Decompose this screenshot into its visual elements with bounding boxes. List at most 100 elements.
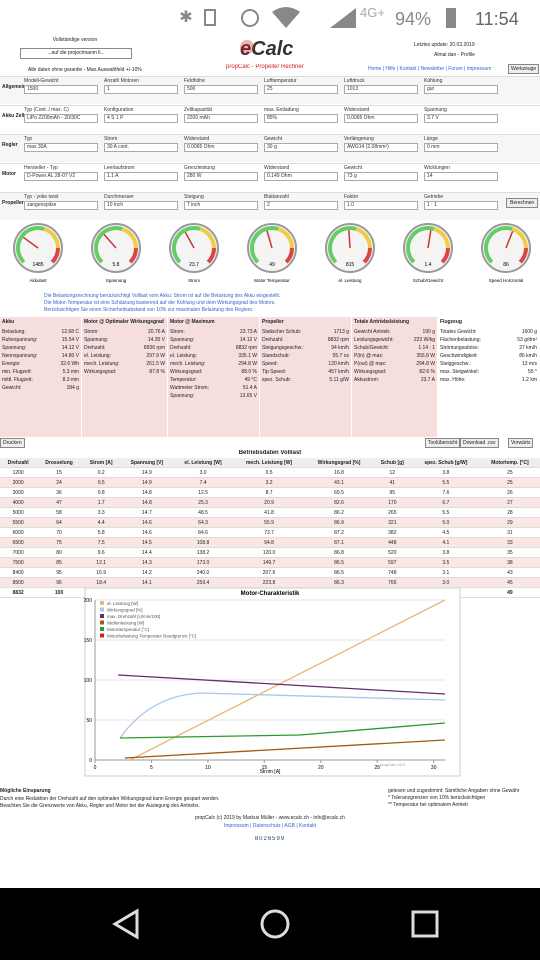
- field-input[interactable]: 2: [264, 201, 338, 210]
- field-input[interactable]: 0.0065 Ohm: [344, 114, 418, 123]
- table-cell: 8500: [0, 577, 37, 588]
- row-label: Drehzahl:: [84, 345, 106, 351]
- row-label: Statischer Schub:: [262, 329, 302, 335]
- header-cell: Strom [A]: [81, 458, 121, 468]
- field: Länge 0 mm: [424, 136, 498, 152]
- field-input[interactable]: 0 mm: [424, 143, 498, 152]
- gauge-needle: [266, 230, 273, 249]
- field-input[interactable]: 2200 mAh: [184, 114, 258, 123]
- back-button[interactable]: [112, 908, 139, 940]
- field-input[interactable]: 1: [104, 85, 178, 94]
- table-cell: 14.8: [120, 487, 174, 498]
- field-input[interactable]: 1013: [344, 85, 418, 94]
- field-input[interactable]: 3.7 V: [424, 114, 498, 123]
- field: Gewicht 30 g: [264, 136, 338, 152]
- row-label: mittl. Flugzeit:: [2, 377, 33, 383]
- panel-row: max. Steigwinkel: 55 °: [440, 368, 537, 376]
- button[interactable]: Vorwärts: [508, 438, 534, 448]
- legend-swatch: [100, 601, 104, 605]
- row-value: 94 km/h: [331, 345, 349, 351]
- header-cell: Motortemp. [°C]: [479, 458, 540, 468]
- field-input[interactable]: 0.149 Ohm: [264, 172, 338, 181]
- table-cell: 100: [36, 587, 82, 598]
- table-cell: 766: [372, 577, 412, 588]
- table-cell: 259.4: [173, 577, 233, 588]
- table-cell: 31: [479, 527, 540, 538]
- subtitle: propCalc - Propeller Rechner: [226, 64, 304, 70]
- table-cell: 5.0: [411, 517, 480, 528]
- field-input[interactable]: AWG14 (2.08mm²): [344, 143, 418, 152]
- status-bar: ✱ 4G+ 94% 11:54: [0, 0, 540, 36]
- x-tick-label: 15: [262, 765, 268, 771]
- field-input[interactable]: 30 g: [264, 143, 338, 152]
- button[interactable]: Drucken: [0, 438, 25, 448]
- field-input[interactable]: 10 inch: [104, 201, 178, 210]
- signal-icon: [330, 8, 356, 28]
- table-cell: 0.5: [81, 477, 121, 488]
- row-value: 8.3 min: [62, 377, 79, 383]
- field-input[interactable]: 500: [184, 85, 258, 94]
- field-input[interactable]: LiPo 2200mAh - 20/30C: [24, 114, 98, 123]
- button[interactable]: Toolübersicht: [425, 438, 461, 448]
- table-cell: 14.6: [120, 517, 174, 528]
- logo-mark: [240, 40, 254, 54]
- field-input[interactable]: zangenspitze: [24, 201, 98, 210]
- result-panel: Propeller Statischer Schub: 1713 g Drehzahl…: [260, 317, 352, 437]
- project-link[interactable]: ...auf die projectmanm ll...: [20, 48, 132, 59]
- field-input[interactable]: D-Power AL 28-07 V2: [24, 172, 98, 181]
- row-value: 5.3 min: [62, 369, 79, 375]
- gauge-needle: [22, 236, 39, 249]
- table-cell: 94.8: [232, 537, 306, 548]
- field-input[interactable]: 1 : 1: [424, 201, 498, 210]
- table-cell: 14.8: [120, 497, 174, 508]
- row-label: Speed:: [262, 361, 278, 367]
- row-value: 356.8 W: [416, 353, 435, 359]
- field-input[interactable]: gut: [424, 85, 498, 94]
- field: Grenzleistung 280 W: [184, 165, 258, 181]
- table-cell: 3000: [0, 487, 37, 498]
- field-input[interactable]: max 30A: [24, 143, 98, 152]
- result-panel: Flugzeug Totales Gewicht: 1600 g Flächenbel…: [438, 317, 540, 437]
- y-tick-label: 200: [84, 598, 93, 604]
- panel-row: Tip Speed: 457 km/h: [262, 368, 349, 376]
- footer-links[interactable]: Impressum | Datenschutz | AGB | Kontakt: [224, 823, 316, 829]
- table-cell: 265: [372, 507, 412, 518]
- field-input[interactable]: 1.1 A: [104, 172, 178, 181]
- nav[interactable]: Home | Hilfe | Kontakt | Newsletter | Fo…: [368, 66, 492, 72]
- table-cell: 35: [479, 547, 540, 558]
- home-button[interactable]: [260, 909, 290, 939]
- field-input[interactable]: 280 W: [184, 172, 258, 181]
- row-label: Steigungsgeschw.:: [262, 345, 304, 351]
- field-input[interactable]: 14: [424, 172, 498, 181]
- field-input[interactable]: 4 S 1 P: [104, 114, 178, 123]
- table-cell: 8832: [0, 587, 37, 598]
- row-label: Strom:: [84, 329, 99, 335]
- field-input[interactable]: 30 A cont.: [104, 143, 178, 152]
- field-input[interactable]: 1500: [24, 85, 98, 94]
- panel-row: Wirkungsgrad: 82.6 %: [354, 368, 435, 376]
- field-input[interactable]: 73 g: [344, 172, 418, 181]
- field: Getriebe 1 : 1: [424, 194, 498, 210]
- calc-button[interactable]: Berechnen: [506, 198, 539, 208]
- table-cell: 64.3: [173, 517, 233, 528]
- panel-row: Belastung: 12.68 C: [2, 328, 79, 336]
- field-input[interactable]: 0.0065 Ohm: [184, 143, 258, 152]
- button[interactable]: Download .csv: [460, 438, 499, 448]
- field: Faktor 1.0: [344, 194, 418, 210]
- gauge-needle: [348, 229, 351, 249]
- field-input[interactable]: 1.0: [344, 201, 418, 210]
- panel-row: Gewicht Antrieb: 190 g: [354, 328, 435, 336]
- table-cell: 4000: [0, 497, 37, 508]
- field-input[interactable]: 85%: [264, 114, 338, 123]
- field: Steigung 7 inch: [184, 194, 258, 210]
- field-input[interactable]: 25: [264, 85, 338, 94]
- row-value: 87.8 %: [149, 369, 165, 375]
- field: Durchmesser 10 inch: [104, 194, 178, 210]
- table-cell: 27: [479, 497, 540, 508]
- tools-button[interactable]: Werkzeuge: [508, 64, 540, 74]
- field-input[interactable]: 7 inch: [184, 201, 258, 210]
- row-value: 23.7 A: [420, 377, 435, 383]
- table-cell: 5000: [0, 507, 37, 518]
- panel-row: spez. Schub: 5.11 g/W: [262, 376, 349, 384]
- recents-button[interactable]: [411, 910, 439, 938]
